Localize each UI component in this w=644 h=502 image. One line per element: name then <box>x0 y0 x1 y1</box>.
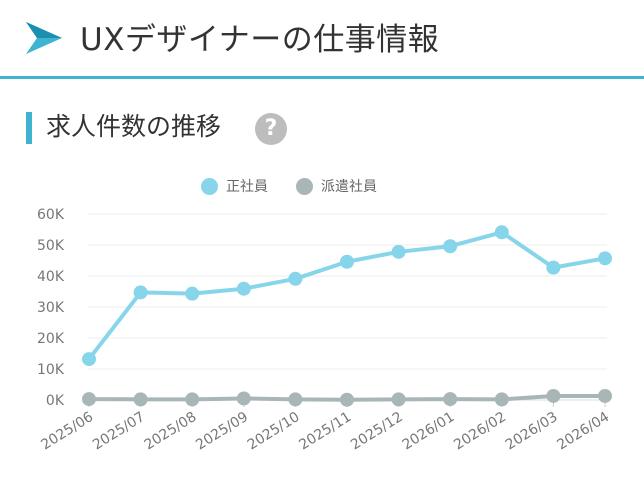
data-point-dispatch <box>391 392 406 407</box>
page-title: UXデザイナーの仕事情報 <box>80 22 440 58</box>
data-point-regular <box>340 254 354 269</box>
legend-label-regular: 正社員 <box>226 179 268 195</box>
section-accent-bar <box>26 112 32 144</box>
data-point-regular <box>236 281 251 296</box>
header-divider <box>0 76 644 79</box>
legend-dot-regular <box>201 177 218 195</box>
page-header: UXデザイナーの仕事情報 <box>0 0 644 79</box>
data-point-dispatch <box>546 388 561 403</box>
data-point-regular <box>494 225 509 240</box>
arrow-play-icon <box>26 22 62 54</box>
data-point-dispatch <box>494 392 509 407</box>
data-point-dispatch <box>598 388 612 403</box>
series-line-regular <box>87 230 607 362</box>
chart-legend: 正社員 派遣社員 <box>0 174 644 198</box>
data-point-regular <box>185 286 200 301</box>
x-tick-label: 2025/06 <box>38 409 96 453</box>
x-tick-label: 2026/04 <box>554 409 612 453</box>
legend-item-dispatch[interactable]: 派遣社員 <box>296 174 377 198</box>
data-point-regular <box>598 251 612 266</box>
x-tick-label: 2026/02 <box>451 409 509 453</box>
x-tick-label: 2026/03 <box>503 409 561 453</box>
x-tick-label: 2025/11 <box>296 409 354 453</box>
data-point-dispatch <box>133 392 148 407</box>
y-tick-label: 0K <box>46 393 65 409</box>
data-point-dispatch <box>340 392 354 407</box>
x-tick-label: 2025/09 <box>193 409 251 453</box>
x-tick-label: 2025/10 <box>245 409 303 453</box>
data-point-regular <box>133 285 148 300</box>
x-tick-label: 2025/08 <box>142 409 200 453</box>
data-point-dispatch <box>82 392 96 407</box>
data-point-regular <box>443 239 458 254</box>
legend-label-dispatch: 派遣社員 <box>321 179 377 195</box>
legend-dot-dispatch <box>296 177 313 195</box>
y-tick-label: 60K <box>37 207 65 223</box>
data-point-dispatch <box>443 392 458 407</box>
y-tick-label: 20K <box>37 331 65 347</box>
x-tick-label: 2025/12 <box>348 409 406 453</box>
x-tick-label: 2026/01 <box>400 409 458 453</box>
help-icon[interactable]: ? <box>255 113 287 145</box>
section-title: 求人件数の推移 <box>46 112 222 141</box>
data-point-dispatch <box>236 391 251 406</box>
data-point-regular <box>82 352 96 367</box>
data-point-dispatch <box>288 392 303 407</box>
y-tick-label: 10K <box>37 362 65 378</box>
legend-item-regular[interactable]: 正社員 <box>201 174 268 198</box>
y-tick-label: 50K <box>37 238 65 254</box>
y-tick-label: 40K <box>37 269 65 285</box>
x-tick-label: 2025/07 <box>90 409 148 453</box>
data-point-regular <box>288 271 303 286</box>
data-point-dispatch <box>185 392 200 407</box>
y-tick-label: 30K <box>37 300 65 316</box>
data-point-regular <box>546 260 561 275</box>
data-point-regular <box>391 244 406 259</box>
